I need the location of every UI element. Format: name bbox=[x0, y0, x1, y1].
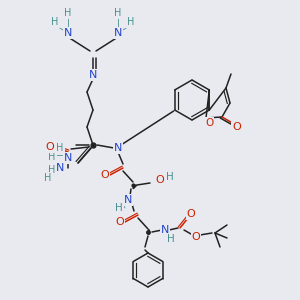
Polygon shape bbox=[148, 230, 149, 235]
Text: H: H bbox=[115, 203, 123, 213]
Text: O: O bbox=[46, 142, 54, 152]
Text: H: H bbox=[114, 8, 122, 18]
Text: H: H bbox=[44, 173, 52, 183]
Text: N: N bbox=[114, 143, 122, 153]
Text: N: N bbox=[89, 70, 97, 80]
Text: N: N bbox=[64, 153, 72, 163]
Text: H: H bbox=[48, 165, 56, 175]
Text: H: H bbox=[48, 152, 56, 162]
Text: H: H bbox=[56, 143, 64, 153]
Text: H: H bbox=[51, 17, 59, 27]
Text: H: H bbox=[167, 234, 175, 244]
Text: H: H bbox=[64, 8, 72, 18]
Text: N: N bbox=[64, 28, 72, 38]
Text: H: H bbox=[127, 17, 135, 27]
Text: O: O bbox=[156, 175, 164, 185]
Text: O: O bbox=[205, 118, 213, 128]
Text: N: N bbox=[56, 163, 64, 173]
Polygon shape bbox=[133, 185, 137, 189]
Text: O: O bbox=[232, 122, 241, 132]
Text: N: N bbox=[161, 225, 169, 235]
Text: O: O bbox=[116, 217, 124, 227]
Text: O: O bbox=[100, 170, 109, 180]
Text: N: N bbox=[114, 28, 122, 38]
Text: H: H bbox=[166, 172, 174, 182]
Text: O: O bbox=[187, 209, 195, 219]
Text: O: O bbox=[192, 232, 200, 242]
Text: N: N bbox=[124, 195, 132, 205]
